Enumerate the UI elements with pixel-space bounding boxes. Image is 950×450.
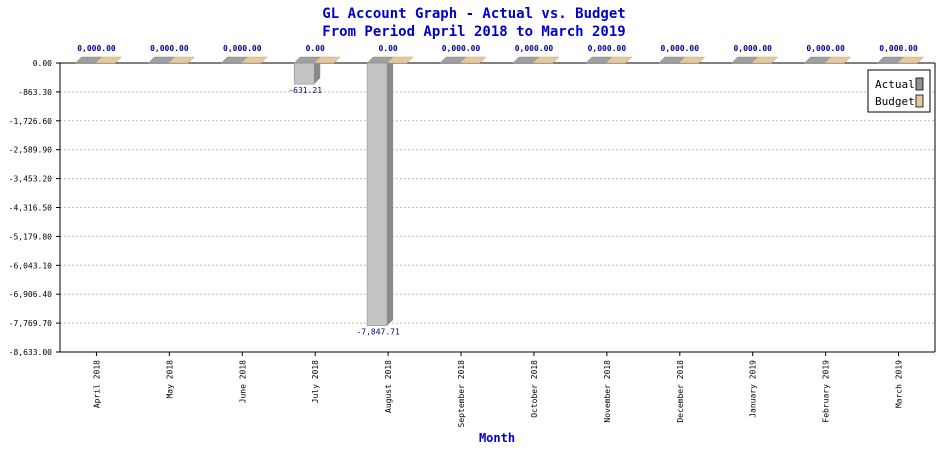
y-tick-label: -4,316.50 bbox=[9, 204, 53, 213]
actual-bar-side bbox=[314, 57, 321, 85]
x-axis: April 2018 May 2018 June 2018 July 2018 Augu… bbox=[60, 351, 935, 428]
x-tick-label: December 2018 bbox=[676, 360, 685, 423]
gridlines bbox=[60, 91, 935, 324]
legend-swatch bbox=[915, 77, 924, 91]
budget-value-label: 0,000.00 bbox=[515, 44, 554, 53]
legend-label: Actual bbox=[875, 78, 915, 91]
x-tick-label: October 2018 bbox=[530, 360, 539, 418]
y-tick-label: 0.00 bbox=[33, 59, 52, 68]
budget-value-label: 0,000.00 bbox=[223, 44, 262, 53]
x-axis-label: Month bbox=[479, 431, 515, 445]
x-tick-label: September 2018 bbox=[457, 360, 466, 428]
budget-bar-top bbox=[605, 56, 633, 64]
y-tick-label: -6,906.40 bbox=[9, 290, 53, 299]
budget-bar-top bbox=[532, 56, 560, 64]
budget-value-label: 0.00 bbox=[306, 44, 325, 53]
budget-value-label: 0,000.00 bbox=[150, 44, 189, 53]
x-tick-label: June 2018 bbox=[238, 360, 247, 404]
actual-value-label: -7,847.71 bbox=[356, 328, 400, 337]
chart-title: GL Account Graph - Actual vs. Budget bbox=[322, 6, 625, 22]
y-tick-label: -8,633.00 bbox=[9, 348, 53, 357]
x-tick-label: May 2018 bbox=[165, 360, 174, 399]
legend: Actual Budget bbox=[867, 69, 931, 113]
budget-value-label: 0,000.00 bbox=[733, 44, 772, 53]
x-tick-label: January 2019 bbox=[749, 360, 758, 418]
budget-value-label: 0,000.00 bbox=[77, 44, 116, 53]
budget-bar-top bbox=[824, 56, 852, 64]
budget-bar-top bbox=[240, 56, 268, 64]
x-tick-label: April 2018 bbox=[92, 360, 101, 408]
y-tick-label: -3,453.20 bbox=[9, 175, 53, 184]
y-tick-label: -863.30 bbox=[18, 88, 52, 97]
x-tick-label: August 2018 bbox=[384, 360, 393, 413]
actual-bar bbox=[293, 62, 315, 85]
y-tick-label: -7,769.70 bbox=[9, 319, 53, 328]
x-tick-label: July 2018 bbox=[311, 360, 320, 404]
budget-value-label: 0,000.00 bbox=[806, 44, 845, 53]
y-axis: 0.00 -863.30 -1,726.60 -2,589.90 -3,453.20 -4… bbox=[9, 59, 936, 357]
legend-swatch bbox=[915, 94, 924, 108]
legend-label: Budget bbox=[875, 95, 915, 108]
actual-value-label: -631.21 bbox=[288, 86, 322, 95]
budget-bar-top bbox=[678, 56, 706, 64]
y-tick-label: -1,726.60 bbox=[9, 117, 53, 126]
budget-value-label: 0,000.00 bbox=[661, 44, 700, 53]
actual-bar-side bbox=[387, 57, 394, 326]
budget-bar-top bbox=[897, 56, 925, 64]
budget-bar-top bbox=[386, 56, 414, 64]
budget-bar-top bbox=[167, 56, 195, 64]
budget-bar-top bbox=[94, 56, 122, 64]
x-tick-label: February 2019 bbox=[822, 360, 831, 423]
budget-bar-top bbox=[459, 56, 487, 64]
budget-bar-top bbox=[751, 56, 779, 64]
actual-bar bbox=[366, 62, 388, 327]
bars: 0,000.00 0,000.00 0,000.00 0.00 -631.21 0.00 -… bbox=[74, 44, 925, 337]
budget-value-label: 0.00 bbox=[378, 44, 397, 53]
y-tick-label: -5,179.80 bbox=[9, 232, 53, 241]
y-tick-label: -2,589.90 bbox=[9, 146, 53, 155]
budget-value-label: 0,000.00 bbox=[588, 44, 627, 53]
budget-bar-top bbox=[313, 56, 341, 64]
budget-value-label: 0,000.00 bbox=[442, 44, 481, 53]
x-tick-label: March 2019 bbox=[895, 360, 904, 408]
y-tick-label: -6,043.10 bbox=[9, 261, 53, 270]
budget-value-label: 0,000.00 bbox=[879, 44, 918, 53]
x-tick-label: November 2018 bbox=[603, 360, 612, 423]
chart-subtitle: From Period April 2018 to March 2019 bbox=[322, 24, 625, 40]
